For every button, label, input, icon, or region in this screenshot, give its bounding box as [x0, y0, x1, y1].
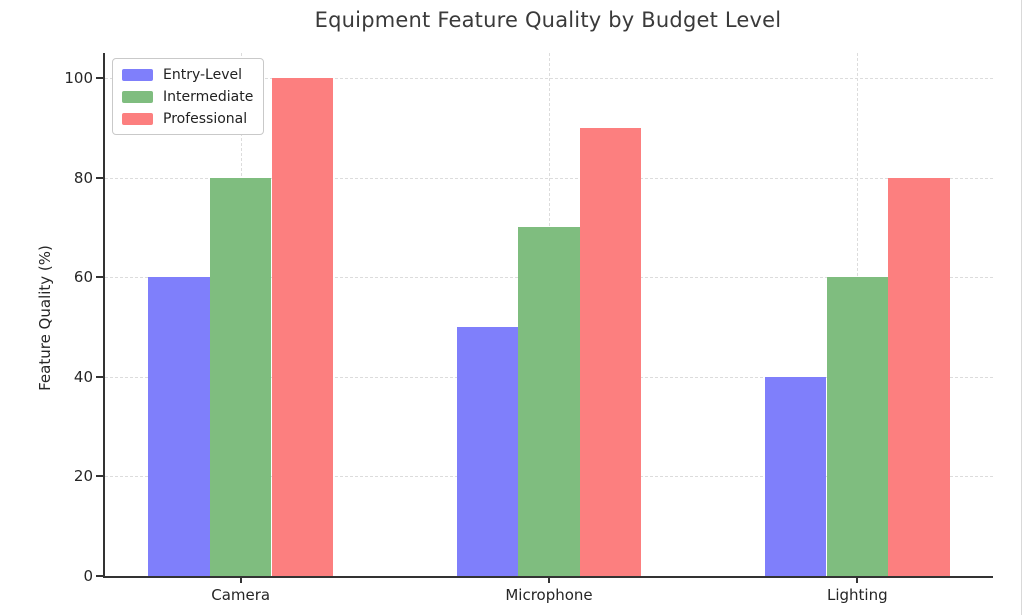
plot-area: 0 20 40 60 80 100 Camera Microphone Lighting [64, 53, 993, 604]
y-tick [96, 76, 103, 79]
x-tick [239, 578, 242, 583]
y-tick [96, 176, 103, 179]
bar-entry-level-camera [148, 277, 210, 576]
y-tick-label: 20 [73, 467, 93, 486]
professional-swatch [122, 112, 153, 125]
legend-item-intermediate: Intermediate [122, 87, 253, 106]
y-tick [96, 575, 103, 577]
legend-label: Entry-Level [163, 66, 243, 83]
bar-intermediate-lighting [826, 277, 889, 576]
y-tick-label: 0 [83, 567, 93, 585]
x-tick [856, 578, 859, 583]
x-tick-label-camera: Camera [211, 586, 271, 604]
y-tick [96, 375, 103, 378]
y-tick-label: 100 [64, 68, 93, 87]
y-tick [96, 475, 103, 478]
bar-intermediate-microphone [518, 227, 580, 576]
bar-professional-camera [271, 77, 334, 576]
intermediate-swatch [122, 90, 153, 103]
x-tick [548, 578, 550, 583]
bar-entry-level-lighting [764, 376, 827, 576]
x-tick-label-microphone: Microphone [505, 586, 593, 604]
entry-level-swatch [122, 68, 153, 81]
bar-entry-level-microphone [456, 326, 519, 576]
legend-label: Professional [163, 110, 248, 127]
legend-item-entry-level: Entry-Level [122, 65, 253, 84]
legend-item-professional: Professional [122, 109, 253, 128]
chart-title: Equipment Feature Quality by Budget Leve… [314, 8, 782, 32]
y-tick-label: 60 [73, 268, 93, 287]
legend-label: Intermediate [163, 88, 254, 105]
right-edge-line [1021, 0, 1022, 615]
bar-intermediate-camera [209, 177, 272, 576]
x-tick-label-lighting: Lighting [827, 586, 888, 604]
y-tick-label: 40 [73, 367, 93, 386]
legend: Entry-Level Intermediate Professional [112, 58, 265, 135]
y-tick-label: 80 [73, 168, 93, 187]
bar-professional-microphone [579, 127, 642, 576]
y-tick [96, 276, 103, 279]
bar-professional-lighting [888, 177, 950, 576]
